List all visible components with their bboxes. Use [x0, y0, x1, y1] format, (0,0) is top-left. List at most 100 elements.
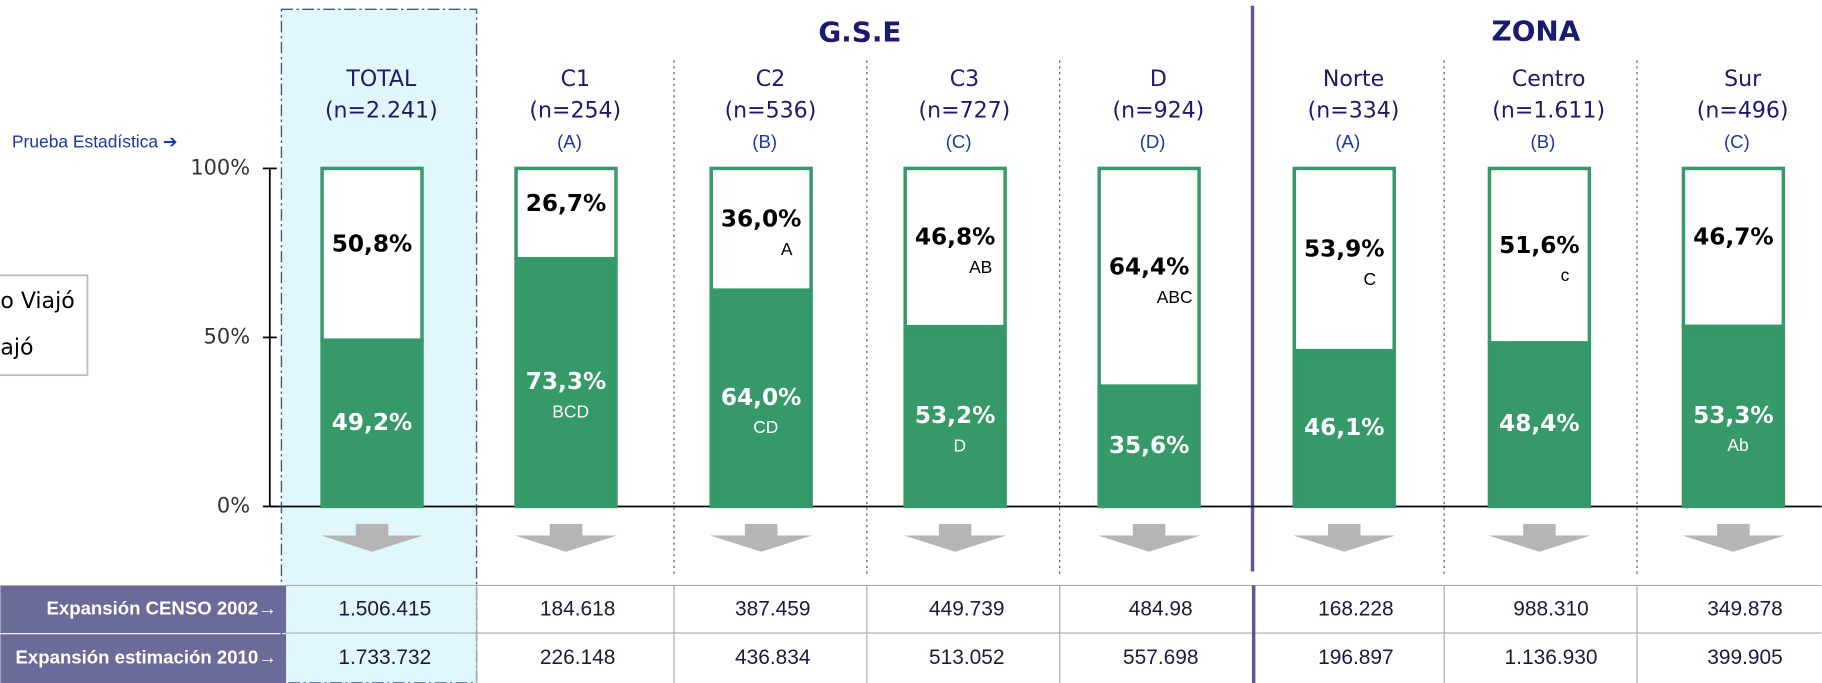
- value-label: 50,8%: [332, 230, 413, 257]
- test-letter: (A): [557, 131, 582, 152]
- table-cell: 399.905: [1707, 646, 1783, 669]
- column-label: C1: [561, 67, 590, 92]
- bar-segment: [709, 288, 813, 509]
- column-n: (n=536): [725, 99, 817, 124]
- column-dividers: [673, 60, 1638, 575]
- significance: A: [781, 239, 793, 259]
- table-cell: 196.897: [1318, 646, 1394, 669]
- row-header: [0, 634, 287, 683]
- y-tick-label: 100%: [190, 155, 250, 179]
- value-label: 53,3%: [1693, 402, 1774, 429]
- table-cell: 168.228: [1318, 597, 1394, 620]
- bar-segment: [1681, 166, 1786, 329]
- column-label: TOTAL: [345, 67, 417, 92]
- value-label: 64,0%: [721, 384, 802, 411]
- group-title: ZONA: [1492, 15, 1581, 48]
- bar-segment: [1487, 166, 1592, 345]
- significance: Ab: [1727, 435, 1748, 455]
- column-n: (n=334): [1308, 99, 1400, 124]
- significance: AB: [969, 257, 992, 277]
- column-n: (n=2.241): [325, 99, 438, 124]
- bar-segment: [1487, 341, 1592, 509]
- column-n: (n=496): [1697, 99, 1789, 124]
- bar-segment: [1097, 166, 1201, 388]
- y-tick-label: 50%: [204, 324, 250, 348]
- bar-segment: [1097, 384, 1201, 509]
- table-cell: 484.98: [1129, 597, 1193, 620]
- down-arrow: [514, 523, 618, 552]
- test-letter: (C): [946, 131, 972, 152]
- legend-box: [0, 274, 89, 377]
- table-cell: 436.834: [735, 646, 811, 669]
- bar-segment: [1292, 166, 1396, 353]
- legend-label: ajó: [0, 335, 33, 360]
- annotation: Prueba Estadística ➔: [12, 131, 178, 151]
- row-label: Expansión estimación 2010→: [16, 647, 277, 668]
- down-arrow: [1098, 523, 1201, 552]
- value-label: 46,1%: [1304, 414, 1385, 441]
- column-n: (n=254): [529, 99, 621, 124]
- significance: D: [953, 435, 966, 455]
- y-tick-label: 0%: [217, 493, 250, 517]
- value-label: 73,3%: [526, 368, 607, 395]
- value-label: 26,7%: [526, 190, 607, 217]
- row-header: [0, 585, 287, 634]
- table-cell: 226.148: [540, 646, 616, 669]
- column-label: Centro: [1512, 67, 1586, 92]
- bar-segment: [903, 166, 1007, 329]
- bar-segment: [1292, 348, 1396, 509]
- value-label: 48,4%: [1499, 410, 1580, 437]
- value-label: 46,8%: [915, 224, 996, 251]
- bar-segment: [514, 166, 618, 261]
- significance: ABC: [1157, 287, 1193, 307]
- significance: CD: [753, 417, 778, 437]
- bar-segment: [320, 166, 424, 342]
- value-label: 64,4%: [1109, 253, 1190, 280]
- test-letter: (C): [1724, 131, 1750, 152]
- table-cell: 988.310: [1513, 597, 1589, 620]
- value-label: 46,7%: [1693, 224, 1774, 251]
- test-letter: (A): [1335, 131, 1360, 152]
- significance: C: [1364, 269, 1377, 289]
- column-label: Norte: [1323, 67, 1384, 92]
- down-arrow: [320, 523, 424, 552]
- test-letter: (B): [1531, 131, 1556, 152]
- bar-segment: [903, 324, 1007, 509]
- column-n: (n=924): [1113, 99, 1205, 124]
- table-cell: 1.506.415: [338, 597, 431, 620]
- column-label: C3: [950, 67, 979, 92]
- column-n: (n=727): [919, 99, 1011, 124]
- value-label: 51,6%: [1499, 232, 1580, 259]
- row-label: Expansión CENSO 2002→: [47, 598, 277, 619]
- bar-segment: [1681, 324, 1786, 509]
- test-letter: (B): [752, 131, 777, 152]
- table-lines: [286, 584, 1822, 683]
- value-label: 53,2%: [915, 402, 996, 429]
- down-arrow: [710, 523, 813, 552]
- down-arrow: [1488, 523, 1591, 552]
- column-label: D: [1150, 67, 1167, 92]
- table-cell: 557.698: [1123, 646, 1199, 669]
- value-label: 49,2%: [332, 409, 413, 436]
- down-arrow: [1293, 523, 1396, 552]
- column-label: Sur: [1724, 67, 1762, 92]
- table-cell: 184.618: [540, 597, 616, 620]
- bar-segment: [514, 256, 618, 509]
- table-cell: 349.878: [1707, 597, 1783, 620]
- table-cell: 387.459: [735, 597, 811, 620]
- column-label: C2: [756, 67, 785, 92]
- value-label: 53,9%: [1304, 236, 1385, 263]
- table-cell: 1.733.732: [338, 646, 431, 669]
- group-title: G.S.E: [818, 16, 901, 49]
- bar-segment: [320, 338, 424, 509]
- bar-segment: [709, 166, 813, 292]
- test-letter: (D): [1140, 131, 1166, 152]
- table-cell: 1.136.930: [1505, 646, 1598, 669]
- value-label: 35,6%: [1109, 432, 1190, 459]
- column-n: (n=1.611): [1492, 99, 1605, 124]
- significance: c: [1561, 265, 1570, 285]
- value-label: 36,0%: [721, 205, 802, 232]
- down-arrow: [1682, 523, 1785, 552]
- table-cell: 449.739: [929, 597, 1005, 620]
